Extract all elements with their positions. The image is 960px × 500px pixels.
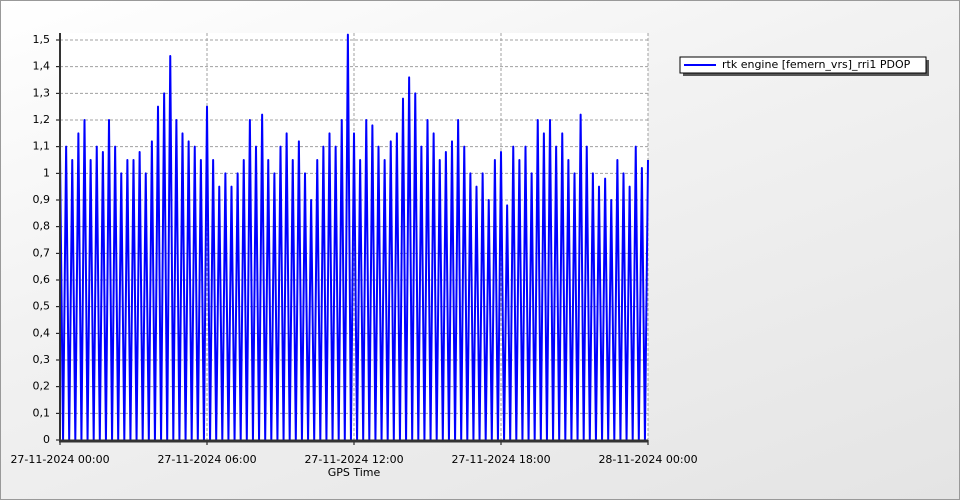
x-tick-label: 27-11-2024 12:00 [304, 453, 403, 466]
y-tick-label: 1,3 [33, 86, 51, 99]
y-tick-label: 1,1 [33, 140, 51, 153]
y-tick-label: 0,3 [33, 353, 51, 366]
legend: rtk engine [femern_vrs]_rri1 PDOP [679, 56, 929, 76]
y-tick-label: 0,9 [33, 193, 51, 206]
x-tick-label: 28-11-2024 00:00 [598, 453, 697, 466]
y-tick-label: 0,5 [33, 300, 51, 313]
x-axis-title: GPS Time [328, 466, 381, 479]
y-tick-label: 0,4 [33, 326, 51, 339]
legend-box [679, 56, 927, 74]
x-tick-label: 27-11-2024 00:00 [10, 453, 109, 466]
y-tick-label: 0,1 [33, 406, 51, 419]
y-tick-label: 0,7 [33, 246, 51, 259]
y-tick-label: 1,4 [33, 60, 51, 73]
x-tick-label: 27-11-2024 06:00 [157, 453, 256, 466]
y-tick-label: 1,2 [33, 113, 51, 126]
legend-label: rtk engine [femern_vrs]_rri1 PDOP [722, 58, 911, 71]
y-tick-label: 0,2 [33, 380, 51, 393]
data-line [59, 33, 649, 441]
y-tick-label: 0,6 [33, 273, 51, 286]
y-tick-label: 1 [43, 166, 50, 179]
y-tick-label: 0,8 [33, 220, 51, 233]
y-tick-label: 1,5 [33, 33, 51, 46]
y-tick-label: 0 [43, 433, 50, 446]
x-tick-label: 27-11-2024 18:00 [451, 453, 550, 466]
